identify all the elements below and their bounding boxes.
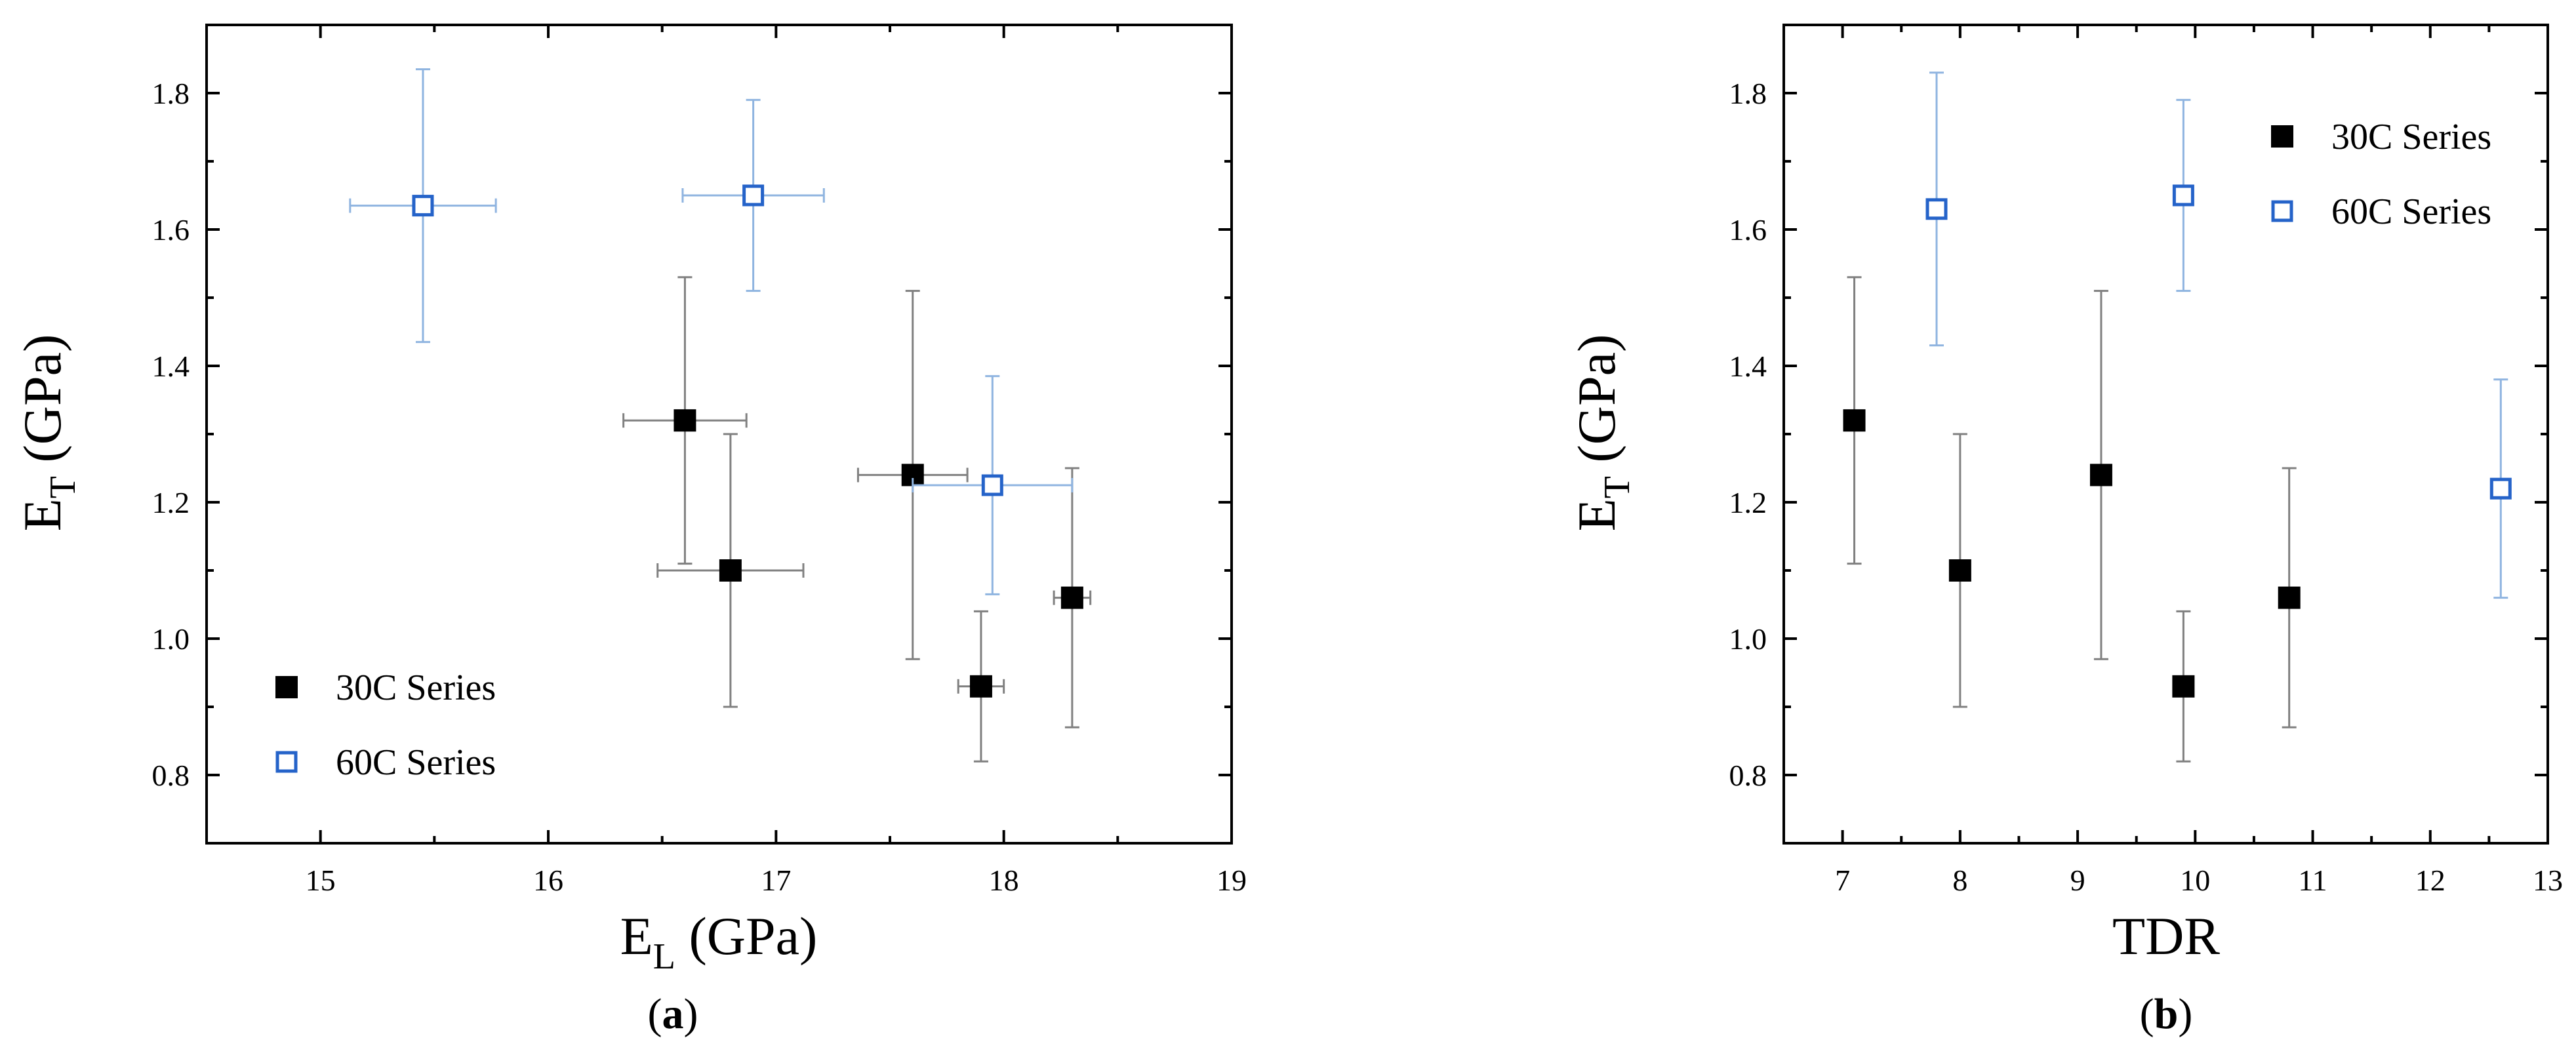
x-axis-label: TDR: [2112, 906, 2220, 966]
x-axis-label: EL (GPa): [620, 906, 818, 977]
x-tick-label: 15: [306, 864, 336, 897]
data-point: [1948, 559, 1971, 582]
chart-panel-b: 7 8 9 10 11 12 13 0.8 1.0 1.2 1.4 1.6 1.8 TDR ET (GPa)…: [1567, 24, 2563, 1038]
x-tick-label: 13: [2533, 864, 2563, 897]
legend: 30C Series 60C Series: [2271, 117, 2491, 232]
y-tick-label: 1.8: [152, 77, 190, 110]
data-point: [969, 675, 992, 698]
data-point: [1060, 586, 1083, 609]
data-point: [674, 409, 696, 432]
y-tick-label: 1.0: [1729, 622, 1767, 656]
data-point: [2278, 586, 2301, 609]
data-point: [2089, 464, 2112, 487]
x-tick-label: 18: [989, 864, 1019, 897]
x-tick-label: 17: [761, 864, 791, 897]
legend-marker: [2271, 125, 2293, 148]
panel-label: (b): [2140, 990, 2193, 1038]
x-tick-label: 19: [1217, 864, 1247, 897]
y-tick-label: 1.4: [1729, 349, 1767, 383]
legend-marker: [275, 676, 298, 698]
data-point: [981, 474, 1003, 496]
x-tick-label: 7: [1835, 864, 1850, 897]
y-tick-label: 1.6: [152, 213, 190, 247]
x-tick-label: 11: [2298, 864, 2327, 897]
data-point: [412, 195, 434, 217]
legend-marker: [275, 751, 298, 773]
legend-marker: [2271, 200, 2293, 222]
y-axis-label: ET (GPa): [1567, 334, 1638, 532]
x-tick-label: 9: [2070, 864, 2085, 897]
legend-label: 30C Series: [336, 667, 496, 708]
data-point: [1843, 409, 1866, 432]
legend: 30C Series 60C Series: [275, 667, 496, 783]
y-axis-label: ET (GPa): [12, 334, 83, 532]
legend-label: 30C Series: [2331, 117, 2491, 157]
series-30c: [1843, 276, 2301, 763]
plot-frame: [205, 24, 1233, 845]
data-point: [742, 184, 765, 207]
y-tick-label: 1.2: [1729, 486, 1767, 519]
y-tick-label: 1.8: [1729, 77, 1767, 110]
data-point: [2172, 675, 2195, 698]
data-point: [2489, 477, 2512, 500]
data-point: [1925, 198, 1948, 220]
data-point: [2172, 184, 2194, 207]
data-point: [719, 559, 742, 582]
y-tick-label: 0.8: [152, 759, 190, 792]
series-60c: [349, 68, 1074, 595]
panel-label: (a): [648, 990, 698, 1038]
series-30c: [622, 276, 1092, 763]
legend-label: 60C Series: [336, 742, 496, 783]
x-tick-label: 10: [2180, 864, 2210, 897]
chart-panel-a: 15 16 17 18 19 0.8 1.0 1.2 1.4 1.6 1.8 EL (GPa) ET (…: [12, 24, 1247, 1038]
x-tick-label: 8: [1952, 864, 1967, 897]
x-tick-label: 12: [2415, 864, 2445, 897]
legend-label: 60C Series: [2331, 191, 2491, 232]
y-tick-label: 0.8: [1729, 759, 1767, 792]
series-60c: [1925, 71, 2512, 599]
x-tick-label: 16: [533, 864, 563, 897]
y-tick-label: 1.4: [152, 349, 190, 383]
y-tick-label: 1.6: [1729, 213, 1767, 247]
y-tick-label: 1.0: [152, 622, 190, 656]
y-tick-label: 1.2: [152, 486, 190, 519]
